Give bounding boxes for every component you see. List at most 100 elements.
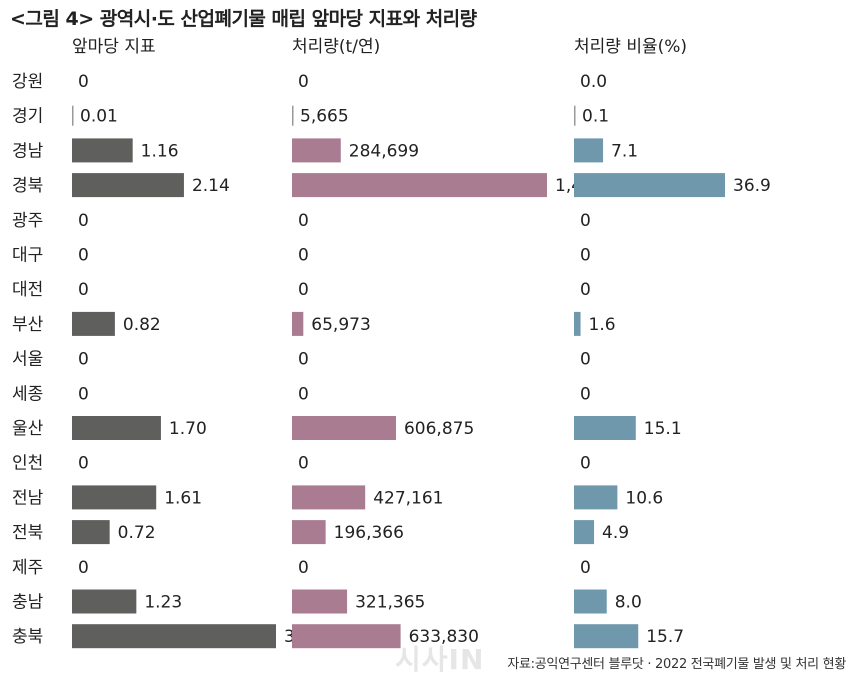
row-label: 충북	[12, 627, 43, 647]
data-label-series-3: 0	[580, 558, 591, 578]
data-label-series-2: 5,665	[300, 107, 349, 127]
data-label-series-3: 0	[580, 280, 591, 300]
data-label-series-3: 0	[580, 454, 591, 474]
data-label-series-3: 1.6	[589, 315, 616, 335]
bar-series-3	[574, 311, 581, 336]
row-label: 전남	[12, 488, 44, 508]
bar-series-2	[292, 138, 341, 163]
data-label-series-3: 0	[580, 211, 591, 231]
row-label: 세종	[12, 384, 43, 404]
bar-series-1	[72, 138, 133, 163]
data-label-series-3: 0	[580, 350, 591, 370]
row-label: 경남	[12, 141, 44, 161]
data-label-series-1: 1.61	[164, 488, 202, 508]
row-label: 인천	[12, 454, 43, 474]
data-label-series-2: 633,830	[409, 627, 479, 647]
bar-series-3	[574, 520, 595, 545]
data-label-series-1: 0	[78, 350, 89, 370]
column-header-3: 처리량 비율(%)	[574, 37, 687, 57]
row-label: 부산	[12, 315, 44, 335]
data-label-series-2: 0	[298, 246, 309, 266]
data-label-series-2: 321,365	[355, 593, 425, 613]
data-label-series-3: 7.1	[611, 141, 638, 161]
data-label-series-2: 0	[298, 384, 309, 404]
row-label: 서울	[12, 350, 43, 370]
data-label-series-2: 427,161	[373, 488, 443, 508]
bar-series-1	[72, 485, 157, 510]
data-label-series-1: 1.70	[169, 419, 207, 439]
data-label-series-2: 0	[298, 280, 309, 300]
data-label-series-1: 2.14	[192, 176, 230, 196]
data-label-series-2: 0	[298, 350, 309, 370]
data-label-series-2: 0	[298, 72, 309, 92]
data-label-series-1: 0	[78, 384, 89, 404]
data-label-series-1: 1.16	[141, 141, 179, 161]
bar-series-2	[292, 416, 396, 440]
data-label-series-1: 0	[78, 558, 89, 578]
bar-series-2	[292, 311, 304, 336]
row-label: 강원	[12, 72, 43, 92]
data-label-series-2: 0	[298, 454, 309, 474]
bar-series-1	[72, 416, 161, 440]
row-label: 전북	[12, 523, 43, 543]
data-label-series-3: 0	[580, 384, 591, 404]
row-label: 경기	[12, 107, 43, 127]
bar-series-3	[574, 589, 607, 614]
bar-series-3	[574, 485, 618, 510]
data-label-series-1: 0.01	[80, 107, 118, 127]
data-label-series-1: 0	[78, 246, 89, 266]
data-label-series-1: 0	[78, 454, 89, 474]
source-note: 자료:공익연구센터 블루닷 · 2022 전국폐기물 발생 및 처리 현황	[507, 657, 846, 672]
data-label-series-1: 0.82	[123, 315, 161, 335]
row-label: 제주	[12, 558, 43, 578]
data-label-series-3: 4.9	[602, 523, 629, 543]
bar-series-2	[292, 520, 326, 545]
chart-title: <그림 4> 광역시·도 산업폐기물 매립 앞마당 지표와 처리량	[10, 8, 477, 30]
bar-series-3	[574, 173, 725, 198]
row-label: 경북	[12, 176, 43, 196]
bar-series-3	[574, 138, 604, 163]
row-label: 대전	[12, 280, 43, 300]
data-label-series-3: 0.0	[580, 72, 607, 92]
bar-series-1	[72, 624, 276, 649]
column-header-1: 앞마당 지표	[72, 37, 156, 57]
data-label-series-1: 0.72	[118, 523, 156, 543]
data-label-series-2: 65,973	[311, 315, 370, 335]
bar-series-1	[72, 589, 137, 614]
watermark: 시사IN	[395, 643, 485, 676]
bar-series-2	[292, 485, 366, 510]
row-label: 대구	[12, 246, 43, 266]
bar-series-1	[72, 311, 115, 336]
data-label-series-1: 0	[78, 211, 89, 231]
row-label: 충남	[12, 593, 44, 613]
data-label-series-2: 196,366	[334, 523, 404, 543]
data-label-series-2: 0	[298, 558, 309, 578]
bar-series-3	[574, 624, 639, 649]
row-label: 광주	[12, 211, 43, 231]
bar-series-2	[292, 589, 348, 614]
bar-series-2	[292, 105, 294, 126]
data-label-series-2: 284,699	[349, 141, 419, 161]
data-label-series-2: 0	[298, 211, 309, 231]
bar-series-3	[574, 105, 576, 126]
data-label-series-1: 1.23	[144, 593, 182, 613]
bar-series-2	[292, 173, 547, 198]
data-label-series-3: 10.6	[625, 488, 663, 508]
bar-series-1	[72, 173, 184, 198]
data-label-series-3: 15.7	[646, 627, 684, 647]
data-label-series-3: 8.0	[615, 593, 642, 613]
row-label: 울산	[12, 419, 44, 439]
data-label-series-2: 606,875	[404, 419, 474, 439]
data-label-series-3: 0.1	[582, 107, 609, 127]
data-label-series-3: 0	[580, 246, 591, 266]
data-label-series-1: 0	[78, 72, 89, 92]
bar-series-3	[574, 416, 636, 440]
bar-series-1	[72, 105, 74, 126]
column-header-2: 처리량(t/연)	[292, 37, 380, 57]
bar-series-1	[72, 520, 110, 545]
bar-series-2	[292, 624, 401, 649]
data-label-series-3: 15.1	[644, 419, 682, 439]
data-label-series-3: 36.9	[733, 176, 771, 196]
data-label-series-1: 0	[78, 280, 89, 300]
